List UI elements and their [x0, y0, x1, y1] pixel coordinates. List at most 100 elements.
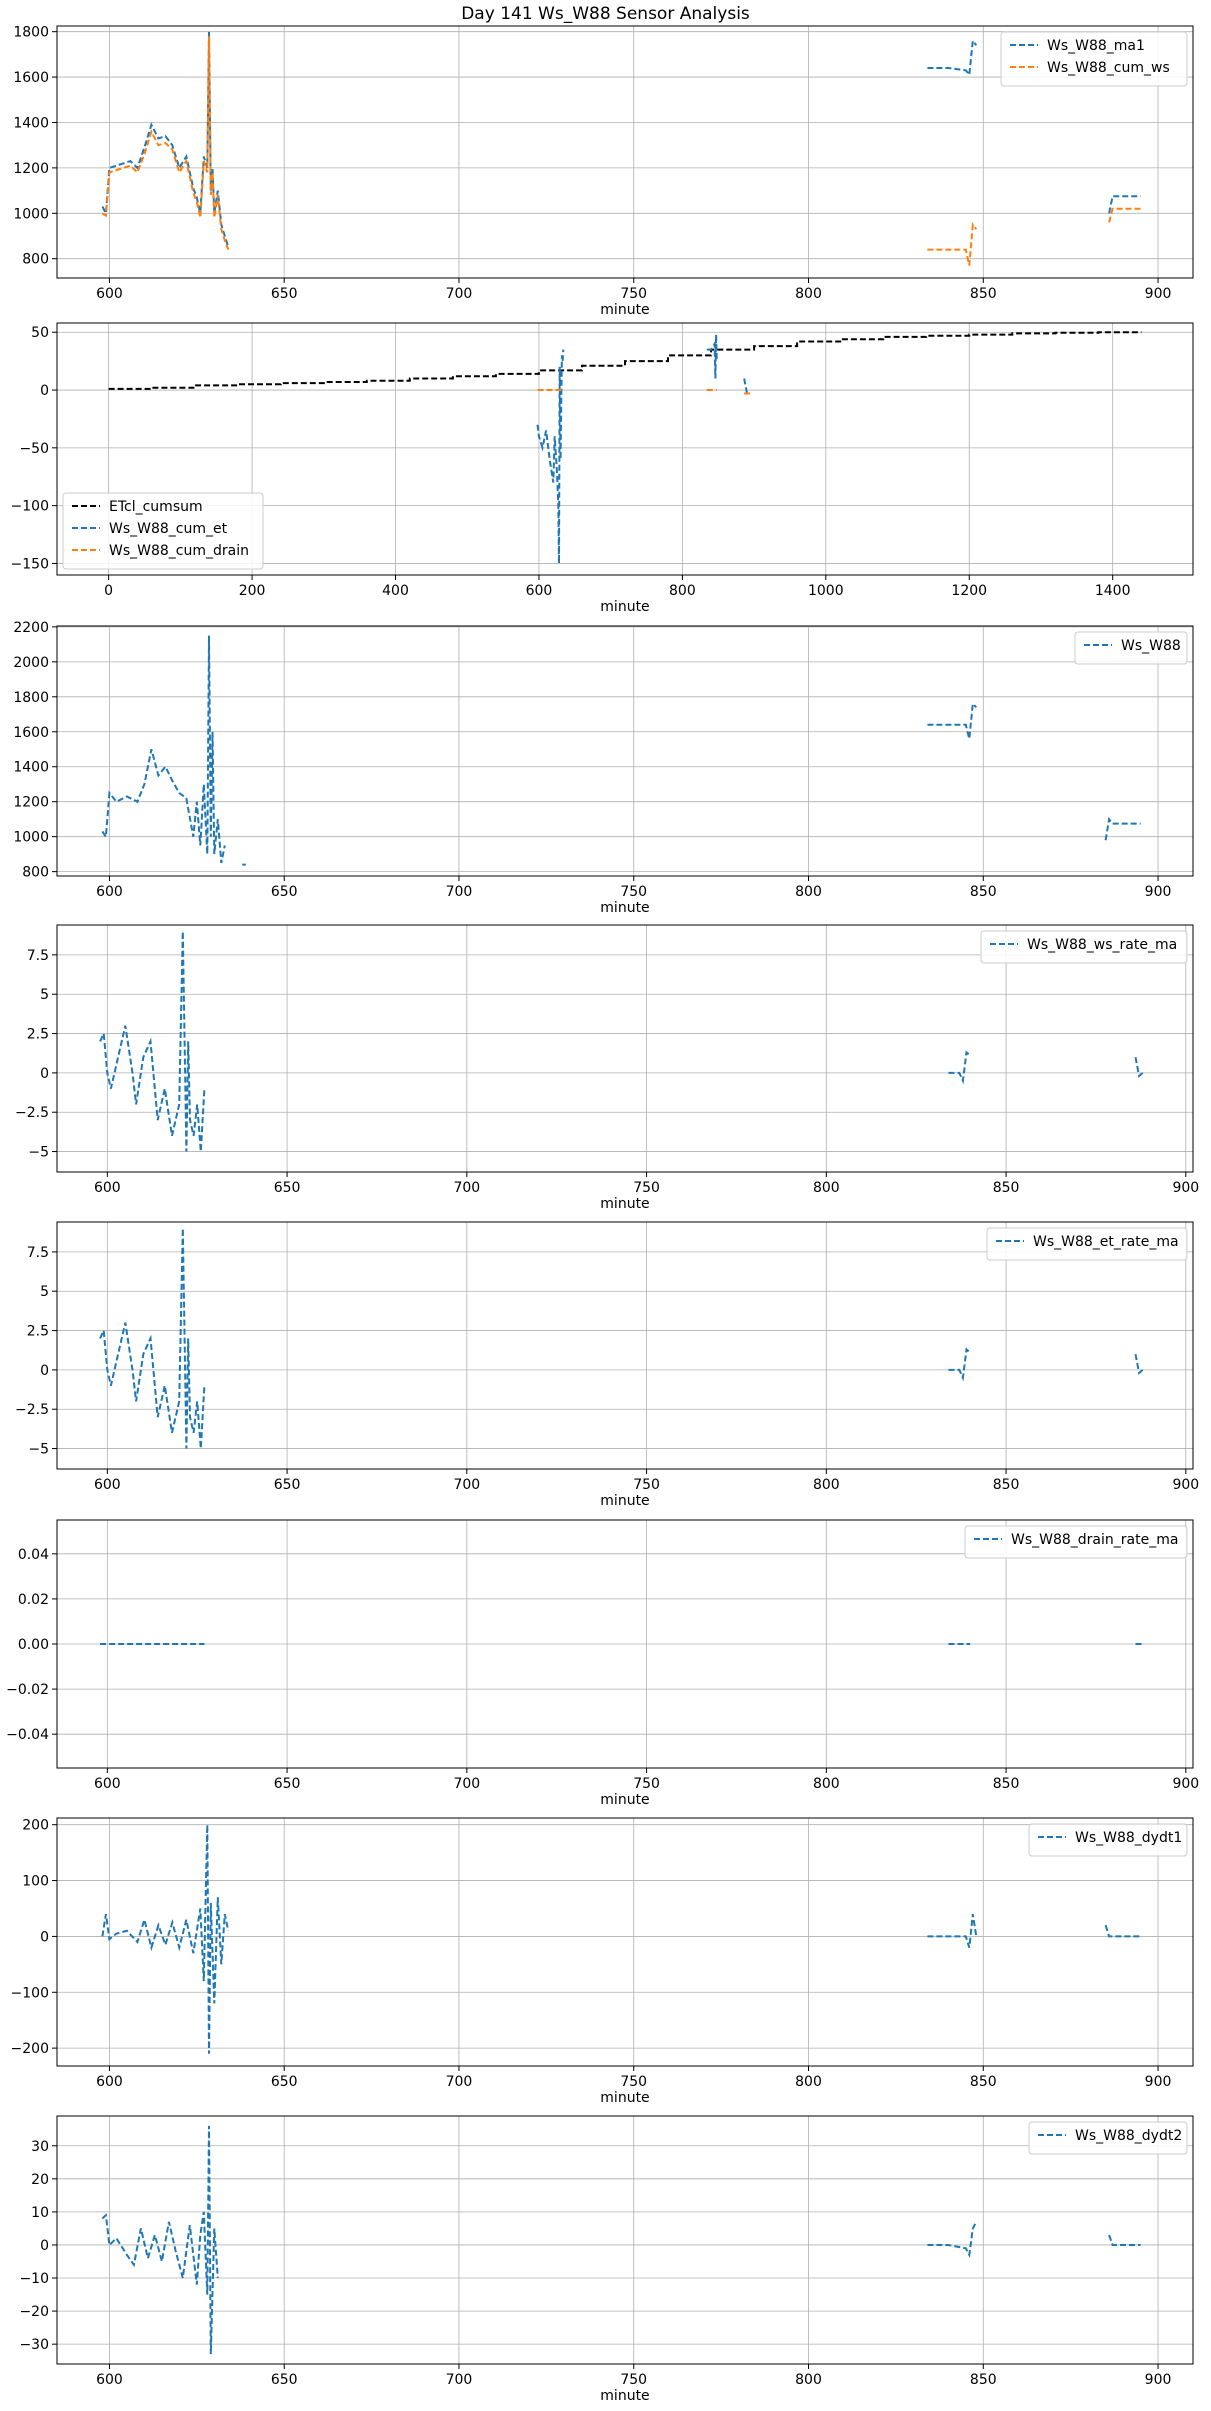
x-tick-label: 900 — [1172, 1477, 1199, 1493]
subplot-8: 600 650 700 750 800 850 900 30 20 10 0 −10 −20 −30 min… — [19, 2115, 1194, 2404]
y-tick-label: −100 — [11, 499, 49, 515]
x-tick-label: 800 — [795, 2372, 822, 2388]
legend-entry: Ws_W88_dydt1 — [1075, 1830, 1182, 1846]
x-tick-label: 750 — [633, 1180, 660, 1196]
x-tick-label: 650 — [271, 2372, 298, 2388]
x-tick-label: 700 — [446, 884, 473, 900]
y-tick-label: −5 — [28, 1145, 49, 1161]
y-tick-label: 7.5 — [27, 1245, 49, 1261]
x-axis-label: minute — [600, 1792, 649, 1808]
legend-entry: Ws_W88_et_rate_ma — [1033, 1234, 1179, 1250]
x-tick-label: 850 — [993, 1477, 1020, 1493]
y-tick-label: 0 — [40, 1363, 49, 1379]
legend-entry: Ws_W88_cum_drain — [109, 543, 249, 559]
legend: Ws_W88_dydt1 — [1028, 1823, 1188, 1857]
plot-frame — [56, 1519, 1194, 1769]
series-line-Ws_W88_cum_et — [536, 334, 751, 564]
y-tick-label: 800 — [22, 865, 49, 881]
subplot-5: 600 650 700 750 800 850 900 −5 −2.5 0 2.5 5 7.5 minut… — [15, 1221, 1199, 1509]
legend-box — [1028, 2121, 1188, 2155]
plot-frame — [56, 322, 1194, 576]
x-tick-label: 600 — [96, 286, 123, 302]
y-tick-label: 5 — [40, 987, 49, 1003]
x-tick-label: 850 — [993, 1776, 1020, 1792]
x-tick-label: 900 — [1145, 2372, 1172, 2388]
legend-entry: Ws_W88 — [1121, 638, 1181, 654]
x-axis-label: minute — [600, 2090, 649, 2106]
legend-entry: Ws_W88_cum_et — [109, 521, 228, 537]
y-tick-label: 0.04 — [18, 1547, 49, 1563]
x-tick-label: 650 — [274, 1776, 301, 1792]
legend: Ws_W88_dydt2 — [1028, 2121, 1188, 2155]
y-tick-label: 0 — [40, 2238, 49, 2254]
legend: Ws_W88_drain_rate_ma — [964, 1525, 1188, 1559]
y-tick-label: 7.5 — [27, 948, 49, 964]
plot-frame — [56, 1817, 1194, 2067]
plot-frame — [56, 25, 1194, 279]
x-tick-label: 600 — [94, 1776, 121, 1792]
plot-frame — [56, 2115, 1194, 2365]
y-tick-label: 30 — [31, 2139, 49, 2155]
x-tick-label: 0 — [104, 583, 113, 599]
y-tick-label: −100 — [11, 1985, 49, 2001]
plot-frame — [56, 1221, 1194, 1470]
x-tick-label: 900 — [1145, 884, 1172, 900]
x-tick-label: 1000 — [808, 583, 844, 599]
legend-box — [62, 492, 264, 570]
y-tick-label: 0.00 — [18, 1637, 49, 1653]
y-tick-label: 1600 — [13, 725, 49, 741]
x-tick-label: 600 — [96, 884, 123, 900]
plot-frame — [56, 924, 1194, 1173]
x-tick-label: 700 — [446, 2074, 473, 2090]
x-axis-label: minute — [600, 1493, 649, 1509]
legend-entry: Ws_W88_cum_ws — [1047, 60, 1170, 76]
legend-box — [1074, 631, 1188, 665]
y-tick-label: 50 — [31, 325, 49, 341]
x-tick-label: 650 — [271, 884, 298, 900]
y-tick-label: 2200 — [13, 620, 49, 636]
y-tick-label: 2.5 — [27, 1027, 49, 1043]
legend-entry: Ws_W88_dydt2 — [1075, 2128, 1182, 2144]
y-tick-label: 0.02 — [18, 1592, 49, 1608]
y-tick-label: 200 — [22, 1818, 49, 1834]
y-tick-label: −0.02 — [6, 1682, 49, 1698]
y-tick-label: 1600 — [13, 70, 49, 86]
x-tick-label: 1400 — [1095, 583, 1131, 599]
y-tick-label: 100 — [22, 1874, 49, 1890]
x-tick-label: 600 — [94, 1477, 121, 1493]
subplot-2: 0 200 400 600 800 1000 1200 1400 50 0 −50 −100 −150 m… — [11, 322, 1194, 615]
x-tick-label: 1200 — [951, 583, 987, 599]
x-tick-label: 700 — [446, 286, 473, 302]
y-tick-label: 0 — [40, 383, 49, 399]
subplot-3: 600 650 700 750 800 850 900 800 1000 1200 1400 1600… — [13, 620, 1194, 916]
x-tick-label: 800 — [795, 2074, 822, 2090]
y-tick-label: 1200 — [13, 795, 49, 811]
y-tick-label: 1400 — [13, 760, 49, 776]
x-tick-label: 400 — [382, 583, 409, 599]
x-tick-label: 600 — [94, 1180, 121, 1196]
legend-box — [980, 930, 1188, 964]
y-tick-label: 1400 — [13, 115, 49, 131]
x-tick-label: 850 — [970, 286, 997, 302]
x-axis-label: minute — [600, 302, 649, 318]
x-tick-label: 900 — [1145, 2074, 1172, 2090]
subplot-7: 600 650 700 750 800 850 900 200 100 0 −100 −200 minu… — [11, 1817, 1194, 2106]
y-tick-label: 0 — [40, 1066, 49, 1082]
y-tick-label: −200 — [11, 2041, 49, 2057]
legend-entry: Ws_W88_drain_rate_ma — [1011, 1532, 1178, 1548]
x-tick-label: 800 — [795, 286, 822, 302]
legend: Ws_W88_et_rate_ma — [986, 1227, 1188, 1261]
y-tick-label: −2.5 — [15, 1105, 49, 1121]
x-tick-label: 850 — [970, 2372, 997, 2388]
legend-box — [1028, 1823, 1188, 1857]
x-axis-label: minute — [600, 900, 649, 916]
x-tick-label: 700 — [453, 1776, 480, 1792]
x-tick-label: 900 — [1172, 1776, 1199, 1792]
series-line-Ws_W88_ws_rate_ma — [99, 931, 1144, 1152]
x-tick-label: 800 — [813, 1776, 840, 1792]
plot-frame — [56, 625, 1194, 877]
x-tick-label: 750 — [633, 1477, 660, 1493]
y-tick-label: −5 — [28, 1442, 49, 1458]
y-tick-label: 10 — [31, 2205, 49, 2221]
y-tick-label: 1800 — [13, 690, 49, 706]
